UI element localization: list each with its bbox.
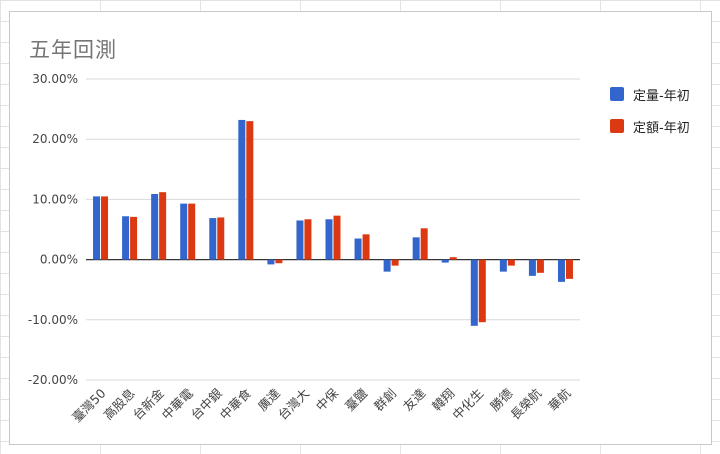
x-tick-label: 高股息 (101, 386, 138, 423)
bar-series2 (391, 259, 399, 266)
legend-item: 定量-年初 (610, 82, 690, 106)
y-tick-label: 0.00% (40, 253, 78, 267)
y-tick-label: -10.00% (28, 313, 78, 327)
bar-series1 (412, 237, 420, 260)
bar-series2 (565, 259, 573, 279)
bar-series1 (470, 259, 478, 326)
legend-item: 定額-年初 (610, 114, 690, 138)
y-tick-label: 20.00% (32, 132, 78, 146)
bar-series1 (383, 259, 391, 272)
bar-series1 (441, 259, 449, 263)
bar-series2 (188, 203, 196, 260)
bar-series2 (304, 219, 312, 260)
bar-series2 (362, 234, 370, 260)
bar-series2 (507, 259, 515, 266)
x-tick-label: 華航 (545, 385, 574, 414)
bar-series2 (101, 196, 109, 260)
y-tick-label: -20.00% (28, 373, 78, 387)
bar-series2 (246, 121, 254, 260)
x-tick-label: 臺鹽 (342, 385, 371, 414)
x-tick-label: 台新金 (130, 385, 167, 422)
bar-series1 (325, 219, 333, 260)
x-tick-label: 友達 (400, 385, 429, 414)
bar-series2 (478, 259, 486, 323)
x-tick-label: 長榮航 (507, 385, 544, 422)
bar-series2 (275, 259, 283, 264)
bar-series2 (536, 259, 544, 273)
bar-series1 (151, 193, 159, 260)
legend-label: 定量-年初 (633, 88, 690, 104)
bar-series1 (499, 259, 507, 272)
bar-series1 (209, 218, 217, 260)
bar-series1 (296, 220, 304, 260)
legend-swatch (610, 119, 624, 133)
y-tick-label: 10.00% (32, 192, 78, 206)
x-tick-label: 台灣大 (275, 386, 312, 423)
bar-series1 (122, 216, 130, 260)
bar-series2 (130, 216, 138, 260)
bar-series2 (333, 215, 341, 260)
x-tick-label: 臺灣50 (69, 385, 109, 425)
x-tick-label: 中化生 (449, 386, 486, 423)
bar-series1 (267, 259, 275, 265)
legend-swatch (610, 87, 624, 101)
y-tick-label: 30.00% (32, 72, 78, 86)
bar-series1 (528, 259, 536, 276)
bar-series2 (159, 192, 167, 260)
x-tick-label: 中保 (313, 385, 342, 414)
bar-series1 (557, 259, 565, 282)
bar-series1 (93, 196, 101, 260)
bar-series1 (238, 119, 246, 260)
bar-series2 (420, 228, 428, 260)
bar-series2 (217, 217, 225, 260)
x-tick-label: 台中銀 (188, 385, 225, 422)
chart-title: 五年回測 (29, 38, 117, 62)
x-tick-label: 中華電 (159, 385, 196, 422)
legend-label: 定額-年初 (633, 120, 690, 136)
chart-card[interactable]: 五年回測 30.00% 20.00% 10.00% 0.00% -10.00% -20.0… (9, 11, 712, 445)
legend: 定量-年初定額-年初 (610, 82, 690, 146)
x-tick-label: 群創 (371, 386, 399, 414)
bar-chart: 30.00% 20.00% 10.00% 0.00% -10.00% -20.00%臺灣5… (28, 72, 580, 425)
bar-series2 (449, 257, 457, 260)
x-tick-label: 中華食 (217, 385, 254, 422)
bar-series1 (180, 203, 188, 260)
bar-series1 (354, 238, 362, 260)
